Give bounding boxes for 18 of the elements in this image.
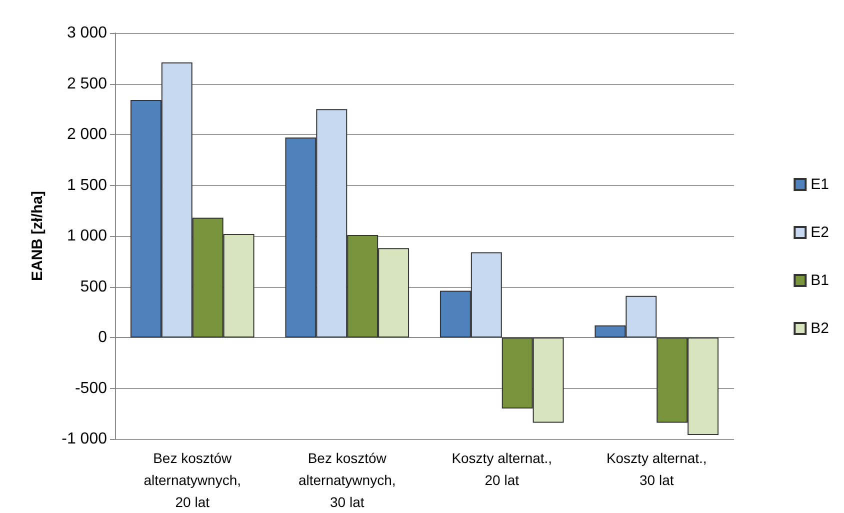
y-tick-label: -500 [74,380,108,397]
y-tick-label: 1 000 [66,228,108,244]
y-tick-label: 0 [98,329,108,346]
x-tick-label: Koszty alternat., 30 lat [606,450,707,488]
y-tick-label: 1 500 [66,176,108,194]
x-tick-label: Bez kosztów alternatywnych, 30 lat [298,450,396,510]
legend-label: E2 [810,224,830,241]
y-tick-label: -1 000 [62,430,108,448]
y-tick-label: 3 000 [66,24,108,42]
y-tick-label: 2 500 [66,75,108,92]
x-tick-label: Koszty alternat., 20 lat [452,450,552,488]
legend-label: E1 [810,176,830,193]
y-axis-title: EANB [zł/ha] [29,190,46,281]
x-tick-label: Bez kosztów alternatywnych, 20 lat [144,450,242,510]
legend-label: B2 [810,320,830,337]
y-tick-label: 2 000 [66,126,108,143]
y-tick-label: 500 [80,278,108,296]
legend-label: B1 [810,272,830,289]
